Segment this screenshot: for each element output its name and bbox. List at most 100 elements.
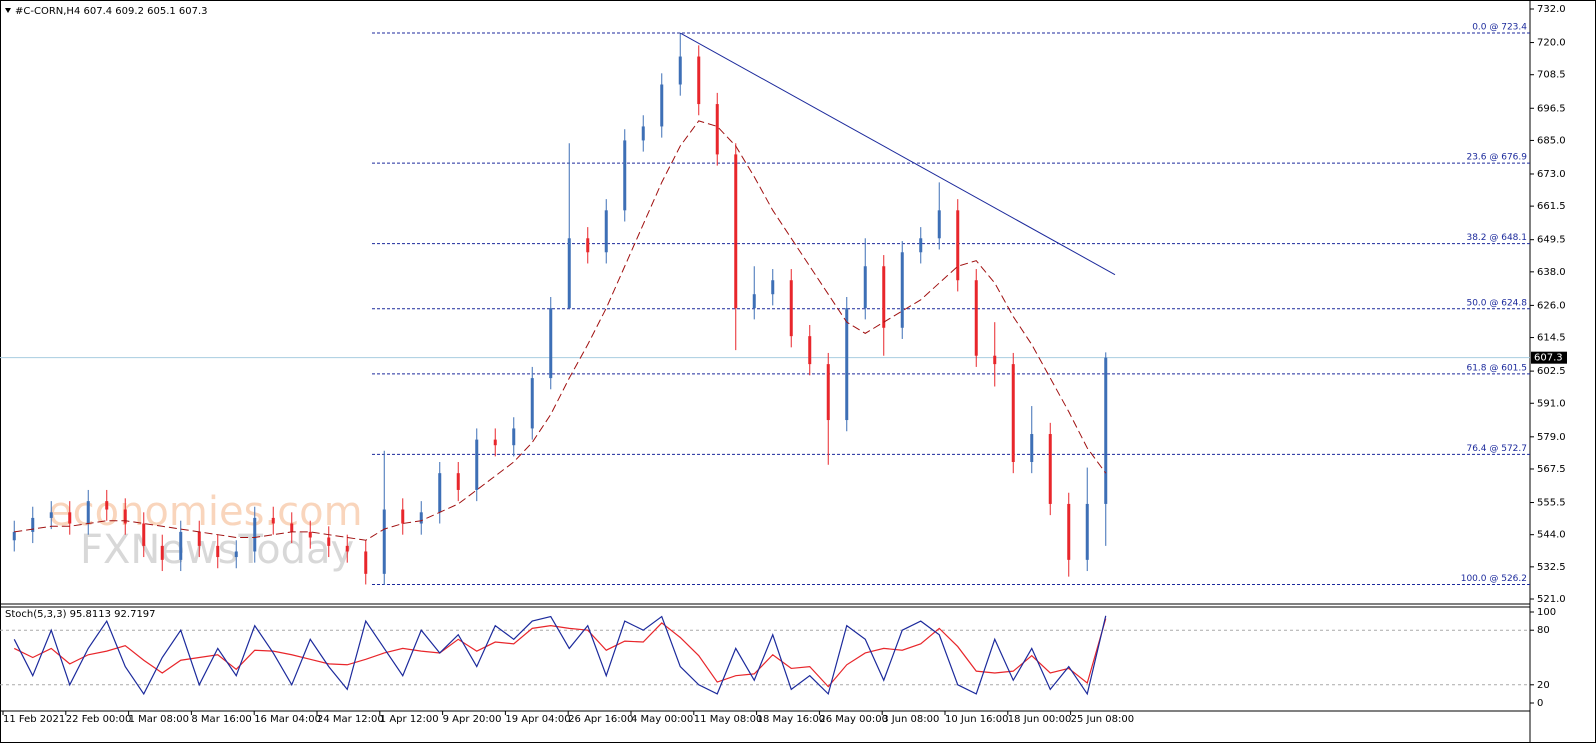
candle-body bbox=[734, 154, 738, 309]
y-tick-label: 732.0 bbox=[1537, 4, 1566, 15]
fib-label: 23.6 @ 676.9 bbox=[1466, 153, 1527, 163]
candle-body bbox=[475, 439, 479, 490]
menu-arrow bbox=[5, 8, 11, 13]
candle-body bbox=[105, 501, 109, 510]
x-tick-label: 4 May 00:00 bbox=[631, 714, 693, 725]
candle-body bbox=[160, 545, 164, 560]
y-tick-label: 661.5 bbox=[1537, 201, 1566, 212]
candle-body bbox=[456, 473, 460, 490]
candle-body bbox=[1011, 364, 1015, 462]
candle-body bbox=[197, 531, 201, 546]
y-tick-label: 673.0 bbox=[1537, 169, 1566, 180]
candle-body bbox=[845, 308, 849, 421]
x-tick-label: 11 May 08:00 bbox=[694, 714, 763, 725]
candle-body bbox=[31, 517, 35, 532]
candle-body bbox=[1048, 434, 1052, 504]
y-tick-label: 614.5 bbox=[1537, 333, 1566, 344]
candle-body bbox=[345, 545, 349, 552]
candle-body bbox=[919, 238, 923, 253]
x-tick-label: 24 Mar 12:00 bbox=[317, 714, 384, 725]
stoch-line bbox=[13, 618, 1107, 688]
candle-body bbox=[789, 280, 793, 337]
candle-body bbox=[12, 531, 16, 541]
candle-body bbox=[123, 509, 127, 524]
candle-body bbox=[1030, 434, 1034, 462]
x-tick-label: 25 Jun 08:00 bbox=[1071, 714, 1135, 725]
fib-label: 50.0 @ 624.8 bbox=[1466, 298, 1527, 308]
x-tick-label: 26 May 00:00 bbox=[819, 714, 888, 725]
candle-body bbox=[493, 439, 497, 446]
last-price-box bbox=[1531, 351, 1567, 364]
candle-body bbox=[290, 523, 294, 532]
candle-body bbox=[882, 266, 886, 328]
candle-body bbox=[586, 238, 590, 253]
candle-body bbox=[438, 473, 442, 513]
fib-label: 61.8 @ 601.5 bbox=[1466, 363, 1527, 373]
candle-body bbox=[382, 509, 386, 574]
candle-body bbox=[142, 523, 146, 546]
y-tick-label: 685.0 bbox=[1537, 135, 1566, 146]
x-tick-label: 9 Apr 20:00 bbox=[443, 714, 502, 725]
candle-body bbox=[1067, 503, 1071, 560]
x-tick-label: 1 Mar 08:00 bbox=[129, 714, 189, 725]
x-tick-label: 11 Feb 2021 bbox=[3, 714, 65, 725]
candle-body bbox=[549, 308, 553, 379]
candle-body bbox=[993, 355, 997, 365]
candle-body bbox=[234, 551, 238, 558]
candle-body bbox=[364, 551, 368, 574]
x-tick-label: 3 Jun 08:00 bbox=[882, 714, 939, 725]
y-tick-label: 532.5 bbox=[1537, 562, 1566, 573]
x-tick-label: 8 Mar 16:00 bbox=[191, 714, 251, 725]
y-tick-label: 602.5 bbox=[1537, 366, 1566, 377]
stoch-line bbox=[13, 615, 1107, 696]
fib-label: 100.0 @ 526.2 bbox=[1461, 574, 1527, 584]
y-tick-label: 80 bbox=[1537, 625, 1550, 636]
candle-body bbox=[68, 512, 72, 524]
candle-body bbox=[1104, 357, 1108, 504]
y-tick-label: 579.0 bbox=[1537, 432, 1566, 443]
candle-body bbox=[49, 512, 53, 518]
x-tick-label: 16 Mar 04:00 bbox=[254, 714, 321, 725]
candle-body bbox=[900, 252, 904, 328]
candle-body bbox=[253, 517, 257, 552]
y-tick-label: 626.0 bbox=[1537, 300, 1566, 311]
y-tick-label: 521.0 bbox=[1537, 594, 1566, 605]
candle-body bbox=[715, 104, 719, 155]
candle-body bbox=[271, 517, 275, 524]
candle-body bbox=[327, 537, 331, 546]
trendline bbox=[680, 32, 1116, 276]
candle-body bbox=[623, 140, 627, 211]
candle-body bbox=[826, 364, 830, 421]
y-tick-label: 20 bbox=[1537, 680, 1550, 691]
candle-body bbox=[567, 238, 571, 309]
y-tick-label: 708.5 bbox=[1537, 70, 1566, 81]
candle-body bbox=[401, 509, 405, 524]
candle-body bbox=[604, 210, 608, 253]
candle-body bbox=[697, 56, 701, 105]
candle-body bbox=[956, 210, 960, 281]
chart-title: #C-CORN,H4 607.4 609.2 605.1 607.3 bbox=[15, 6, 208, 17]
indicator-title: Stoch(5,3,3) 95.8113 92.7197 bbox=[5, 609, 156, 620]
candle-body bbox=[937, 210, 941, 239]
candle-body bbox=[678, 56, 682, 85]
x-tick-label: 1 Apr 12:00 bbox=[380, 714, 439, 725]
x-tick-label: 18 Jun 00:00 bbox=[1008, 714, 1072, 725]
y-tick-label: 720.0 bbox=[1537, 38, 1566, 49]
y-tick-label: 100 bbox=[1537, 607, 1556, 618]
fib-label: 38.2 @ 648.1 bbox=[1466, 233, 1527, 243]
candle-body bbox=[808, 336, 812, 365]
x-tick-label: 10 Jun 16:00 bbox=[945, 714, 1009, 725]
candle-body bbox=[974, 280, 978, 356]
candle-body bbox=[660, 84, 664, 127]
y-tick-label: 696.5 bbox=[1537, 103, 1566, 114]
y-tick-label: 544.0 bbox=[1537, 530, 1566, 541]
candle-body bbox=[419, 512, 423, 524]
x-tick-label: 26 Apr 16:00 bbox=[568, 714, 633, 725]
y-tick-label: 649.5 bbox=[1537, 235, 1566, 246]
y-tick-label: 555.5 bbox=[1537, 498, 1566, 509]
y-tick-label: 638.0 bbox=[1537, 267, 1566, 278]
candle-body bbox=[308, 531, 312, 538]
candle-body bbox=[863, 266, 867, 309]
fib-label: 0.0 @ 723.4 bbox=[1472, 23, 1527, 33]
